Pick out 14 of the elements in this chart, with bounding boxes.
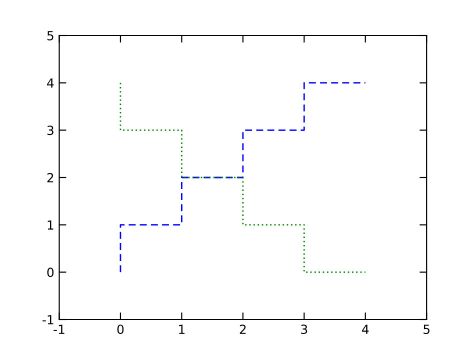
x-tick-label: 1: [179, 324, 185, 334]
x-tick-label: 3: [301, 324, 308, 334]
y-tick-label: 4: [47, 78, 54, 88]
y-tick-label: 3: [47, 126, 54, 136]
y-tick-label: 2: [47, 172, 54, 182]
x-tick-label: 0: [117, 324, 124, 334]
x-tick-label: 5: [424, 324, 430, 334]
y-tick-label: 1: [48, 220, 54, 230]
y-tick-label: 5: [47, 31, 54, 40]
y-tick-label: -1: [42, 315, 54, 324]
y-tick-label: 0: [47, 268, 54, 278]
x-tick-label: -1: [54, 324, 64, 334]
x-tick-label: 4: [362, 324, 369, 334]
x-tick-label: 2: [240, 324, 246, 334]
